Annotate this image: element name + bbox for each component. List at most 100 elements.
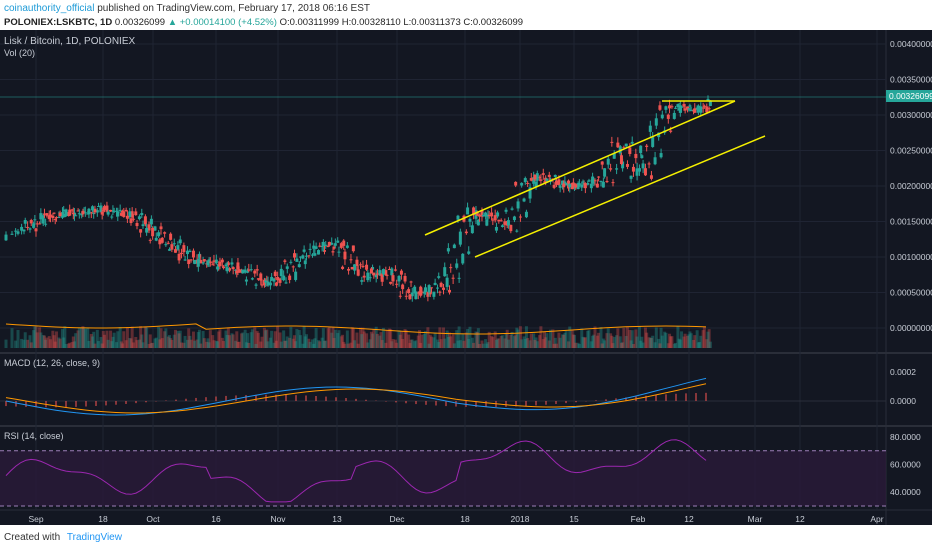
volume-bar — [497, 338, 501, 348]
candle-body — [389, 281, 393, 284]
volume-bar — [399, 331, 403, 348]
price-tick: 0.00400000 — [890, 39, 932, 49]
candle-body — [605, 180, 609, 183]
volume-bar — [520, 339, 524, 348]
candle-body — [375, 273, 379, 275]
volume-bar — [452, 343, 456, 348]
candle-body — [10, 233, 14, 235]
candle-body — [452, 244, 456, 249]
volume-bar — [33, 326, 37, 348]
candle-body — [26, 226, 30, 228]
volume-bar — [284, 340, 288, 348]
candle-body — [141, 224, 145, 227]
volume-bar — [183, 335, 187, 348]
volume-bar — [676, 326, 680, 348]
candle-body — [231, 267, 235, 270]
candle-body — [600, 161, 604, 165]
volume-bar — [535, 341, 539, 348]
candle-body — [524, 211, 528, 218]
time-tick: Oct — [146, 514, 160, 524]
candle-body — [472, 207, 476, 215]
candle-body — [526, 182, 530, 184]
candle-body — [345, 245, 349, 248]
candle-body — [416, 292, 420, 294]
chart-svg[interactable]: 0.00400000 0.00350000 0.00300000 0.00250000… — [0, 30, 932, 525]
volume-bar — [225, 334, 229, 348]
candle-body — [603, 168, 607, 177]
candle-body — [234, 269, 238, 271]
volume-bar — [682, 336, 686, 348]
volume-bar — [195, 339, 199, 348]
candle-body — [619, 155, 623, 164]
volume-bar — [597, 332, 601, 348]
candle-body — [705, 106, 709, 113]
candle-body — [451, 277, 455, 279]
volume-bar — [301, 343, 305, 348]
volume-bar — [230, 333, 234, 348]
candle-body — [442, 287, 446, 290]
candle-body — [318, 245, 322, 247]
candle-body — [101, 210, 105, 212]
volume-bar — [110, 341, 114, 348]
volume-bar — [571, 334, 575, 348]
candle-body — [206, 260, 210, 266]
candle-body — [201, 262, 205, 264]
candle-body — [467, 251, 471, 254]
volume-bar — [683, 333, 687, 348]
volume-bar — [26, 339, 30, 348]
volume-bar — [509, 334, 513, 348]
candle-body — [693, 108, 697, 113]
volume-bar — [124, 340, 128, 348]
volume-bar — [426, 327, 430, 348]
volume-bar — [437, 342, 441, 348]
volume-bar — [653, 342, 657, 348]
candle-body — [410, 292, 414, 297]
candle-body — [437, 276, 441, 278]
volume-bar — [224, 330, 228, 348]
candle-body — [54, 217, 58, 219]
volume-bar — [436, 339, 440, 348]
candle-body — [430, 287, 434, 289]
volume-bar — [516, 329, 520, 348]
tradingview-logo[interactable]: TradingView — [66, 532, 122, 543]
channel-lines[interactable] — [0, 96, 886, 258]
candle-body — [268, 282, 272, 286]
candle-body — [571, 182, 575, 186]
candle-body — [228, 268, 232, 271]
volume-bar — [611, 343, 615, 348]
rsi-tick: 60.0000 — [890, 460, 921, 470]
time-tick: Mar — [748, 514, 763, 524]
candle-body — [226, 262, 230, 266]
candle-body — [72, 212, 76, 217]
author-link[interactable]: coinauthority_official — [4, 3, 95, 14]
candle-body — [343, 251, 347, 260]
candle-body — [404, 295, 408, 297]
volume-bar — [41, 335, 45, 348]
volume-bar — [211, 335, 215, 348]
candle-body — [639, 145, 643, 154]
volume-bar — [135, 340, 139, 348]
volume-bar — [573, 334, 577, 348]
volume-bar — [147, 343, 151, 348]
volume-bar — [249, 332, 253, 348]
candle-body — [516, 201, 520, 209]
volume-bar — [241, 332, 245, 348]
volume-bar — [378, 335, 382, 348]
volume-bar — [384, 342, 388, 348]
candle-body — [615, 168, 619, 170]
candle-body — [151, 227, 155, 237]
candle-body — [182, 245, 186, 253]
volume-bar — [522, 336, 526, 348]
volume-bar — [532, 333, 536, 348]
candle-body — [321, 241, 325, 246]
volume-bar — [618, 336, 622, 348]
volume-bar — [610, 335, 614, 348]
candle-body — [89, 212, 93, 214]
candle-body — [236, 262, 240, 270]
candle-body — [283, 260, 287, 262]
candle-body — [224, 264, 228, 267]
volume-bar — [154, 337, 158, 348]
volume-bar — [705, 339, 709, 348]
chart-area[interactable]: 0.00400000 0.00350000 0.00300000 0.00250000… — [0, 30, 932, 525]
candle-body — [322, 250, 326, 252]
